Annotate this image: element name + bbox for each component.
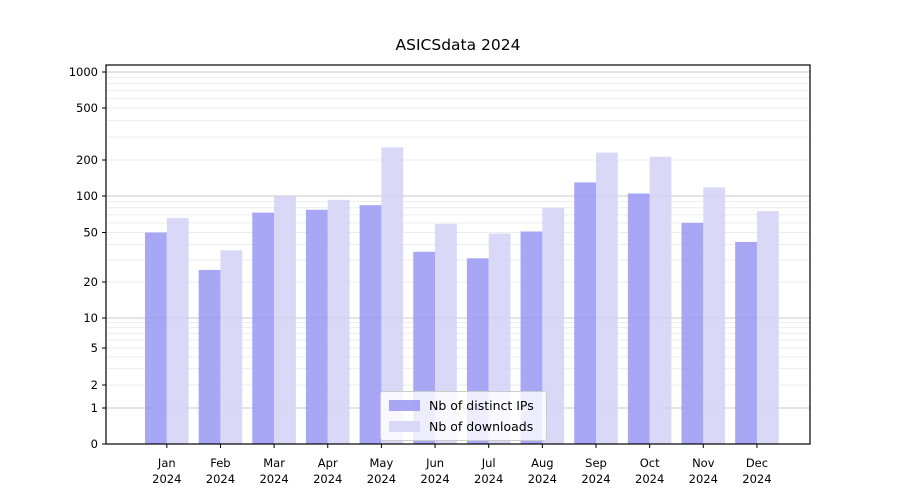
y-tick-label: 5 (91, 341, 98, 355)
legend-item-distinct-ips: Nb of distinct IPs (389, 398, 534, 413)
y-tick-label: 1000 (69, 65, 98, 79)
bar-distinct-ips-Sep (574, 182, 596, 444)
x-tick-label: 2024 (152, 472, 181, 486)
bar-downloads-Mar (274, 196, 296, 444)
x-tick-label: Mar (263, 456, 285, 470)
y-tick-label: 200 (76, 153, 98, 167)
x-tick-label: 2024 (206, 472, 235, 486)
bar-distinct-ips-Apr (305, 209, 328, 444)
legend-label: Nb of distinct IPs (429, 398, 534, 413)
y-tick-label: 1 (91, 401, 98, 415)
bar-distinct-ips-Mar (252, 212, 275, 444)
x-tick-label: 2024 (313, 472, 342, 486)
x-tick-label: 2024 (689, 472, 718, 486)
bar-distinct-ips-Dec (735, 241, 757, 444)
x-tick-label: Aug (531, 456, 553, 470)
y-tick-label: 10 (83, 311, 98, 325)
bar-downloads-May (381, 147, 404, 444)
x-tick-label: Nov (692, 456, 715, 470)
axes-box (105, 64, 811, 445)
bar-downloads-Jun (435, 223, 457, 444)
bar-distinct-ips-Feb (198, 269, 221, 444)
y-tick-label: 500 (76, 101, 98, 115)
legend-item-downloads: Nb of downloads (389, 419, 534, 434)
bar-downloads-Nov (703, 187, 726, 444)
y-tick-label: 100 (76, 189, 98, 203)
bar-downloads-Apr (327, 199, 350, 444)
x-tick-label: Jan (157, 456, 176, 470)
x-tick-label: Feb (210, 456, 230, 470)
y-tick-label: 0 (91, 437, 98, 451)
x-tick-label: Apr (318, 456, 338, 470)
x-tick-label: Oct (640, 456, 660, 470)
x-tick-label: Sep (585, 456, 607, 470)
bar-downloads-Oct (649, 156, 672, 444)
bar-downloads-Feb (220, 250, 243, 444)
x-tick-label: Jul (481, 456, 496, 470)
legend-label: Nb of downloads (429, 419, 534, 434)
bar-downloads-Aug (542, 207, 565, 444)
bar-distinct-ips-May (359, 205, 382, 444)
series-downloads (166, 147, 779, 444)
x-tick-label: Jun (425, 456, 444, 470)
chart-title: ASICSdata 2024 (395, 36, 521, 54)
y-tick-label: 20 (83, 275, 98, 289)
bar-distinct-ips-Nov (681, 222, 704, 444)
x-tick-label: May (370, 456, 394, 470)
x-tick-label: 2024 (474, 472, 503, 486)
legend-swatch-downloads (389, 421, 420, 432)
x-tick-label: 2024 (420, 472, 449, 486)
bar-distinct-ips-Oct (627, 193, 650, 444)
x-tick-label: 2024 (742, 472, 771, 486)
y-tick-label: 50 (83, 226, 98, 240)
bar-downloads-Sep (596, 152, 618, 444)
x-tick-label: 2024 (367, 472, 396, 486)
legend: Nb of distinct IPs Nb of downloads (380, 391, 547, 441)
y-tick-label: 2 (91, 378, 98, 392)
x-tick-label: Dec (746, 456, 768, 470)
x-tick-label: 2024 (259, 472, 288, 486)
x-tick-label: 2024 (528, 472, 557, 486)
x-tick-label: 2024 (581, 472, 610, 486)
bar-downloads-Jan (166, 217, 189, 444)
bar-distinct-ips-Aug (520, 231, 543, 444)
bar-downloads-Dec (756, 211, 779, 444)
bar-distinct-ips-Jan (145, 232, 167, 444)
legend-swatch-distinct-ips (389, 400, 420, 411)
x-tick-label: 2024 (635, 472, 664, 486)
